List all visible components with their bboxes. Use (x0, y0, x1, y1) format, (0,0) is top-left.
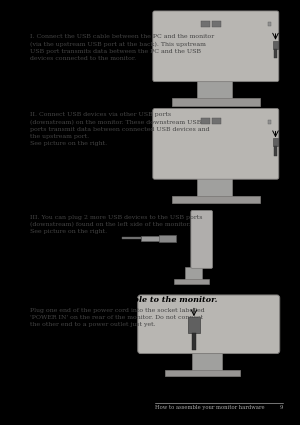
Bar (122, 237, 141, 239)
Bar (172, 98, 260, 106)
Bar (201, 118, 210, 124)
Bar (173, 279, 209, 284)
Bar (197, 79, 232, 98)
FancyBboxPatch shape (138, 295, 280, 354)
Bar (141, 236, 159, 241)
Bar (212, 118, 221, 124)
Text: II. Connect USB devices via other USB ports
(downstream) on the monitor. These d: II. Connect USB devices via other USB po… (30, 113, 209, 146)
Bar (273, 41, 278, 48)
Bar (165, 370, 240, 376)
FancyBboxPatch shape (153, 11, 279, 82)
Bar (192, 351, 222, 370)
Bar (201, 21, 210, 27)
Bar (274, 48, 277, 58)
Bar (185, 267, 202, 279)
Bar (192, 333, 196, 350)
Bar (268, 22, 271, 26)
Text: 3.  Connect USB Devices.: 3. Connect USB Devices. (22, 23, 135, 31)
Bar (188, 317, 200, 333)
Text: 9: 9 (280, 405, 283, 410)
FancyBboxPatch shape (241, 300, 269, 344)
FancyBboxPatch shape (153, 108, 279, 179)
Bar (274, 146, 277, 156)
Bar (159, 235, 176, 241)
Text: 4.  Connect the power cable to the monitor.: 4. Connect the power cable to the monito… (22, 296, 218, 304)
Bar (172, 196, 260, 203)
Bar (197, 177, 232, 196)
Text: How to assemble your monitor hardware: How to assemble your monitor hardware (155, 405, 264, 410)
Bar (212, 21, 221, 27)
Text: I. Connect the USB cable between the PC and the monitor
(via the upstream USB po: I. Connect the USB cable between the PC … (30, 34, 214, 61)
Text: Plug one end of the power cord into the socket labelled
'POWER IN' on the rear o: Plug one end of the power cord into the … (30, 308, 204, 327)
Text: III. You can plug 2 more USB devices to the USB ports
(downstream) found on the : III. You can plug 2 more USB devices to … (30, 215, 202, 234)
FancyBboxPatch shape (191, 210, 212, 268)
Bar (268, 120, 271, 124)
Bar (273, 138, 278, 146)
